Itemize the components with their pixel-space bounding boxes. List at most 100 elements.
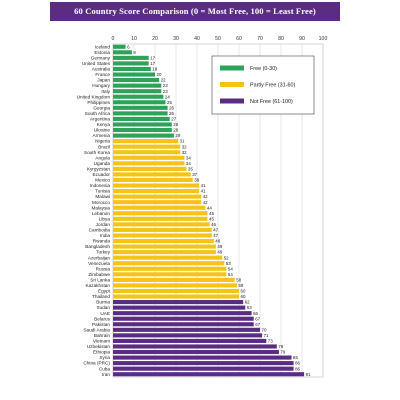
x-tick-label: 60: [236, 36, 242, 42]
category-label: Hungary: [92, 83, 110, 88]
category-label: South Korea: [84, 150, 110, 155]
data-label: 25: [167, 100, 172, 105]
category-label: Bahrain: [94, 333, 111, 338]
category-label: Australia: [92, 67, 111, 72]
x-tick-label: 100: [319, 36, 328, 42]
legend-swatch: [220, 98, 244, 104]
category-label: Vietnam: [93, 339, 110, 344]
data-label: 17: [150, 61, 155, 66]
bar: [113, 139, 179, 144]
data-label: 24: [165, 94, 170, 99]
data-label: 27: [171, 117, 176, 122]
category-label: Argentina: [90, 117, 110, 122]
x-tick-label: 70: [257, 36, 263, 42]
category-label: China (PRC): [83, 361, 110, 366]
category-label: Ukraine: [94, 128, 111, 133]
category-label: Ecuador: [93, 172, 111, 177]
bar: [113, 166, 187, 171]
bar: [113, 55, 149, 60]
category-label: Bangladesh: [85, 244, 110, 249]
bar: [113, 155, 185, 160]
legend-label: Partly Free (31-60): [250, 83, 295, 89]
data-label: 86: [295, 361, 300, 366]
bar: [113, 288, 239, 294]
category-label: Morocco: [92, 200, 110, 205]
data-label: 47: [213, 233, 218, 238]
category-label: Malawi: [95, 194, 110, 199]
data-label: 67: [255, 316, 260, 321]
category-label: Kenya: [97, 122, 111, 127]
bar: [113, 283, 237, 288]
bar: [113, 144, 181, 149]
category-label: Lebanon: [92, 211, 111, 216]
category-label: Syria: [99, 355, 110, 360]
bar: [113, 366, 294, 371]
legend-label: Not Free (61-100): [250, 99, 293, 105]
data-label: 79: [280, 350, 285, 355]
data-label: 60: [241, 294, 246, 299]
bar: [113, 44, 126, 49]
category-label: Armenia: [93, 133, 111, 138]
data-label: 28: [173, 128, 178, 133]
data-label: 35: [188, 166, 193, 171]
data-label: 45: [209, 216, 214, 221]
data-label: 26: [169, 111, 174, 116]
category-label: Uzbekistan: [87, 344, 111, 349]
data-label: 23: [163, 83, 168, 88]
bar: [113, 200, 202, 205]
data-label: 49: [217, 250, 222, 255]
data-label: 41: [201, 183, 206, 188]
category-label: Germany: [91, 55, 111, 60]
bar: [113, 116, 170, 121]
bar: [113, 277, 235, 282]
category-label: Iceland: [95, 44, 111, 49]
bar: [113, 205, 206, 210]
category-label: Egypt: [98, 289, 111, 294]
bar: [113, 349, 279, 355]
data-label: 49: [217, 244, 222, 249]
category-label: Kazakhstan: [86, 283, 111, 288]
data-label: 32: [182, 144, 187, 149]
x-tick-label: 10: [131, 36, 137, 42]
category-label: Zimbabwe: [88, 272, 110, 277]
x-tick-label: 30: [173, 36, 179, 42]
bar: [113, 89, 162, 94]
bar: [113, 344, 277, 349]
bar: [113, 233, 212, 238]
category-label: Russia: [96, 266, 111, 271]
category-label: Tunisia: [95, 189, 110, 194]
bar: [113, 83, 162, 88]
legend-swatch: [220, 65, 244, 71]
data-label: 73: [268, 339, 273, 344]
bar: [113, 261, 225, 266]
x-tick-label: 50: [215, 36, 221, 42]
bar: [113, 338, 267, 343]
bar: [113, 372, 305, 377]
data-label: 52: [224, 255, 229, 260]
bar: [113, 72, 155, 77]
data-label: 63: [247, 305, 252, 310]
data-label: 38: [194, 178, 199, 183]
bar: [113, 189, 200, 194]
category-label: India: [100, 233, 111, 238]
data-label: 60: [241, 289, 246, 294]
category-label: Turkey: [96, 250, 111, 255]
category-label: Saudi Arabia: [83, 327, 110, 332]
bar: [113, 272, 227, 277]
data-label: 47: [213, 228, 218, 233]
category-label: Azerbaijan: [88, 255, 111, 260]
category-label: Italy: [101, 89, 110, 94]
category-label: Sudan: [96, 305, 110, 310]
bar: [113, 238, 214, 244]
category-label: Cuba: [99, 366, 111, 371]
category-label: South Africa: [85, 111, 111, 116]
data-label: 62: [245, 300, 250, 305]
x-tick-label: 90: [299, 36, 305, 42]
category-label: Rwanda: [93, 239, 111, 244]
data-label: 23: [163, 89, 168, 94]
data-label: 37: [192, 172, 197, 177]
category-label: Angola: [95, 155, 110, 160]
bar: [113, 133, 174, 138]
bar: [113, 294, 239, 299]
